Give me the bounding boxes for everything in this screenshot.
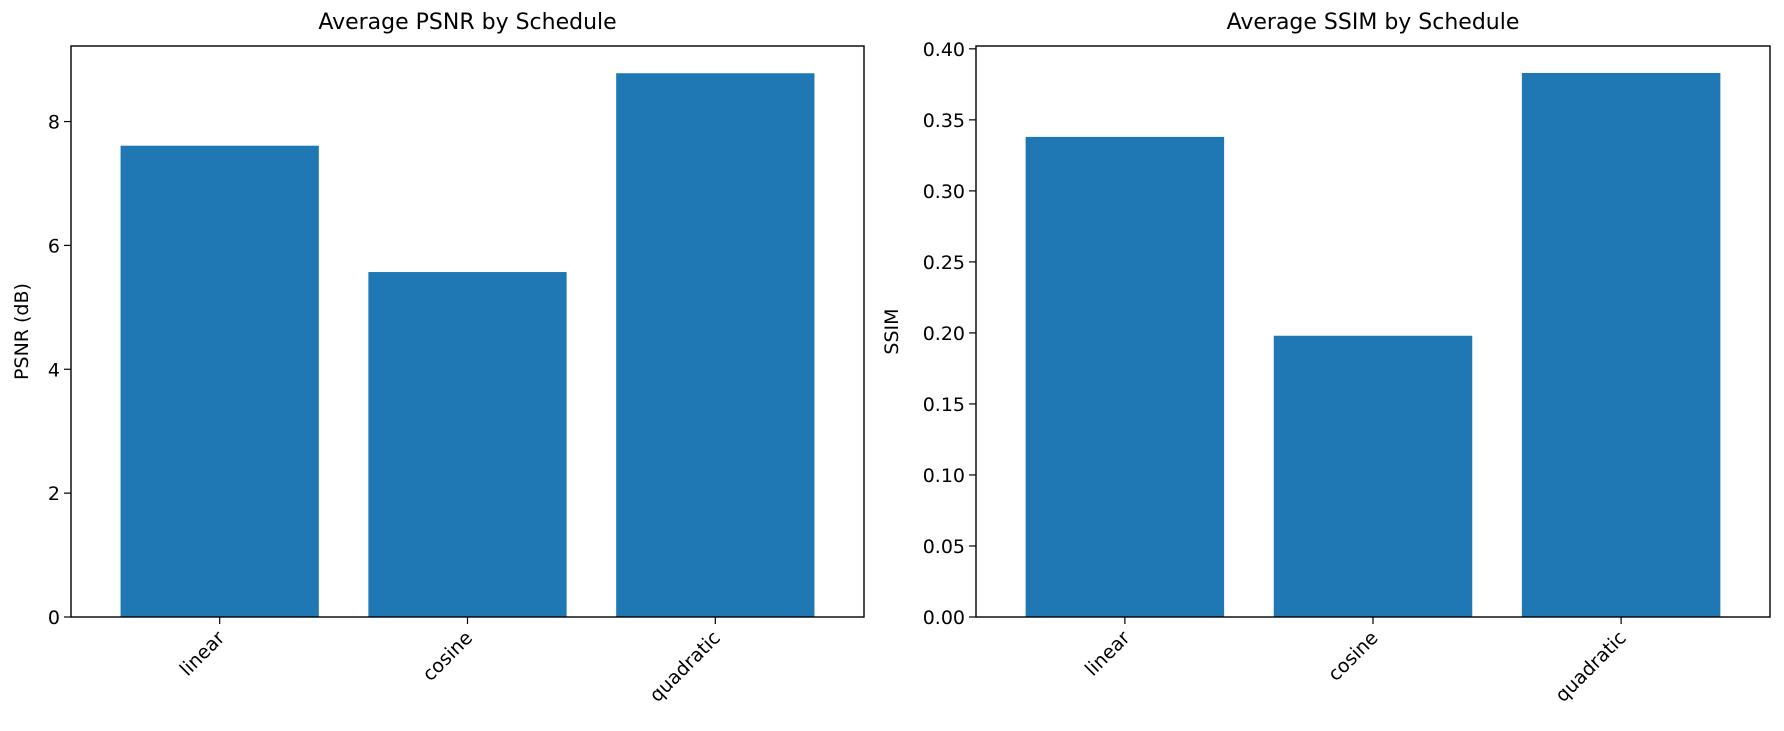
psnr-chart: Average PSNR by Schedule PSNR (dB) 0 2 4 6 8… [11,10,865,706]
bar-quadratic [616,73,815,618]
y-tick-label: 0.10 [923,465,965,487]
y-axis-ticks: 0 2 4 6 8 [48,112,71,629]
y-tick-label: 0.00 [923,607,965,629]
bar-linear [1025,136,1225,618]
y-axis-label: SSIM [881,308,903,354]
y-tick-label: 0.15 [923,394,965,416]
bar-cosine [368,272,567,617]
y-axis-label: PSNR (dB) [11,283,33,380]
bar-group [120,73,815,618]
y-tick-label: 4 [48,359,60,381]
y-tick-label: 0.20 [923,323,965,345]
y-tick-label: 0.35 [923,110,965,132]
y-tick-label: 0.05 [923,536,965,558]
bar-quadratic [1521,72,1721,618]
chart-title: Average SSIM by Schedule [1227,10,1520,35]
y-tick-label: 0.40 [923,39,965,61]
y-tick-label: 0.25 [923,252,965,274]
bar-cosine [1273,335,1473,617]
y-tick-label: 6 [48,235,60,257]
bar-linear [120,145,319,617]
y-tick-label: 8 [48,112,60,134]
y-tick-label: 2 [48,483,60,505]
y-tick-label: 0.30 [923,181,965,203]
plot-frame [975,45,1771,618]
y-tick-label: 0 [48,607,60,629]
ssim-chart: Average SSIM by Schedule SSIM 0.000.050.… [881,10,1771,706]
bar-group [1025,72,1721,618]
plot-frame [70,45,865,618]
chart-title: Average PSNR by Schedule [318,10,616,35]
y-axis-ticks: 0.00 0.05 0.10 0.15 0.20 0.25 0.30 0.35 0.40 [923,39,976,629]
